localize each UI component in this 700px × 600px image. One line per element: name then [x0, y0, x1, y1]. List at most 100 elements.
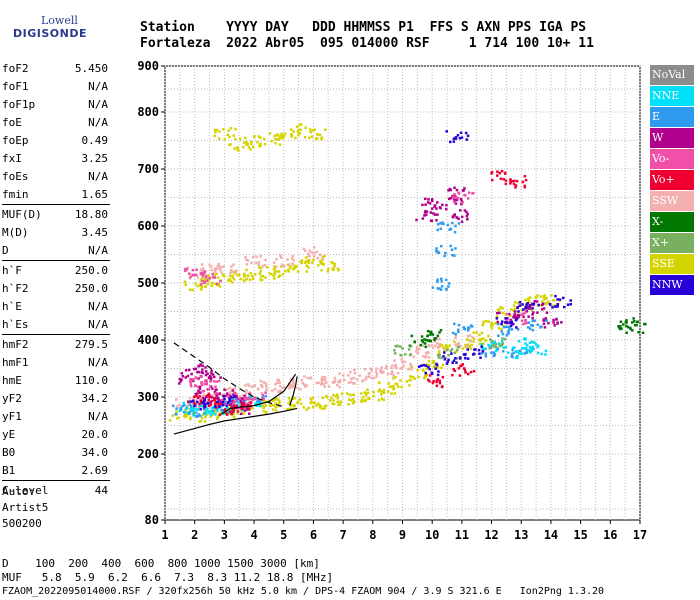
data-point	[449, 244, 452, 248]
data-point	[432, 212, 435, 215]
data-point	[425, 338, 428, 342]
data-point	[209, 403, 213, 406]
data-point	[405, 380, 409, 383]
data-point	[525, 310, 528, 313]
data-point	[260, 392, 264, 395]
data-point	[407, 367, 410, 371]
data-point	[347, 402, 350, 406]
data-point	[243, 394, 246, 398]
data-point	[487, 334, 490, 338]
data-point	[288, 385, 292, 389]
data-point	[636, 320, 639, 324]
data-point	[233, 392, 237, 395]
data-point	[274, 137, 277, 141]
data-point	[442, 355, 445, 358]
data-point	[229, 127, 233, 130]
data-point	[229, 143, 232, 146]
data-point	[436, 377, 440, 381]
data-point	[298, 398, 302, 401]
data-point	[556, 322, 559, 325]
data-point	[347, 374, 350, 377]
data-point	[213, 375, 216, 379]
data-point	[288, 407, 292, 410]
data-point	[455, 350, 458, 353]
data-point	[531, 328, 535, 332]
data-point	[516, 301, 520, 305]
data-point	[321, 255, 325, 259]
data-point	[333, 262, 336, 266]
data-point	[234, 127, 237, 131]
data-point	[200, 288, 203, 291]
data-point	[470, 343, 473, 347]
data-point	[293, 397, 297, 400]
data-point	[464, 371, 467, 374]
legend-item-vo-: Vo-	[650, 149, 694, 169]
data-point	[172, 404, 175, 408]
data-point	[188, 368, 191, 372]
data-point	[189, 380, 192, 383]
data-point	[250, 385, 254, 389]
data-point	[299, 128, 302, 132]
data-point	[353, 368, 356, 372]
legend-item-noval: NoVal	[650, 65, 694, 85]
data-point	[189, 400, 193, 403]
data-point	[222, 394, 225, 398]
data-point	[195, 273, 198, 277]
data-point	[353, 382, 357, 385]
data-point	[259, 136, 262, 139]
param-row-c-level: C-level 44	[2, 482, 108, 500]
data-point	[201, 364, 204, 368]
data-point	[304, 385, 307, 388]
data-point	[384, 367, 388, 370]
data-point	[193, 402, 197, 406]
data-point	[205, 380, 208, 383]
data-point	[632, 317, 635, 320]
data-point	[524, 305, 528, 309]
data-point	[214, 401, 218, 404]
data-point	[443, 358, 447, 361]
x-tick-label: 10	[425, 528, 439, 542]
data-point	[221, 410, 224, 413]
data-point	[316, 256, 320, 260]
data-point	[454, 198, 458, 201]
data-point	[629, 327, 632, 331]
plot-frame	[164, 65, 641, 521]
data-point	[437, 251, 441, 254]
data-point	[219, 405, 223, 408]
x-tick-label: 7	[340, 528, 347, 542]
data-point	[464, 131, 468, 135]
data-point	[560, 321, 563, 324]
data-point	[449, 140, 452, 144]
data-point	[249, 401, 253, 404]
data-point	[245, 389, 248, 392]
data-point	[458, 356, 462, 359]
data-point	[216, 284, 219, 287]
data-point	[196, 276, 200, 279]
data-point	[498, 344, 502, 348]
data-point	[435, 384, 439, 387]
data-point	[343, 378, 346, 382]
data-point	[206, 407, 209, 411]
data-point	[504, 325, 508, 328]
data-point	[207, 376, 211, 380]
data-point	[363, 391, 366, 394]
data-point	[228, 391, 232, 394]
data-point	[295, 265, 298, 268]
data-point	[194, 367, 198, 371]
data-point	[235, 407, 238, 411]
data-point	[498, 171, 501, 175]
data-point	[230, 406, 233, 409]
data-point	[484, 352, 488, 355]
data-point	[223, 397, 226, 401]
data-point	[501, 339, 504, 343]
data-point	[480, 331, 484, 335]
data-point	[276, 378, 279, 382]
data-point	[452, 140, 456, 143]
data-point	[545, 319, 548, 322]
data-point	[508, 312, 511, 316]
data-point	[471, 325, 474, 328]
data-point	[286, 268, 290, 272]
data-point	[313, 251, 316, 255]
data-point	[195, 377, 199, 380]
data-point	[275, 133, 278, 137]
